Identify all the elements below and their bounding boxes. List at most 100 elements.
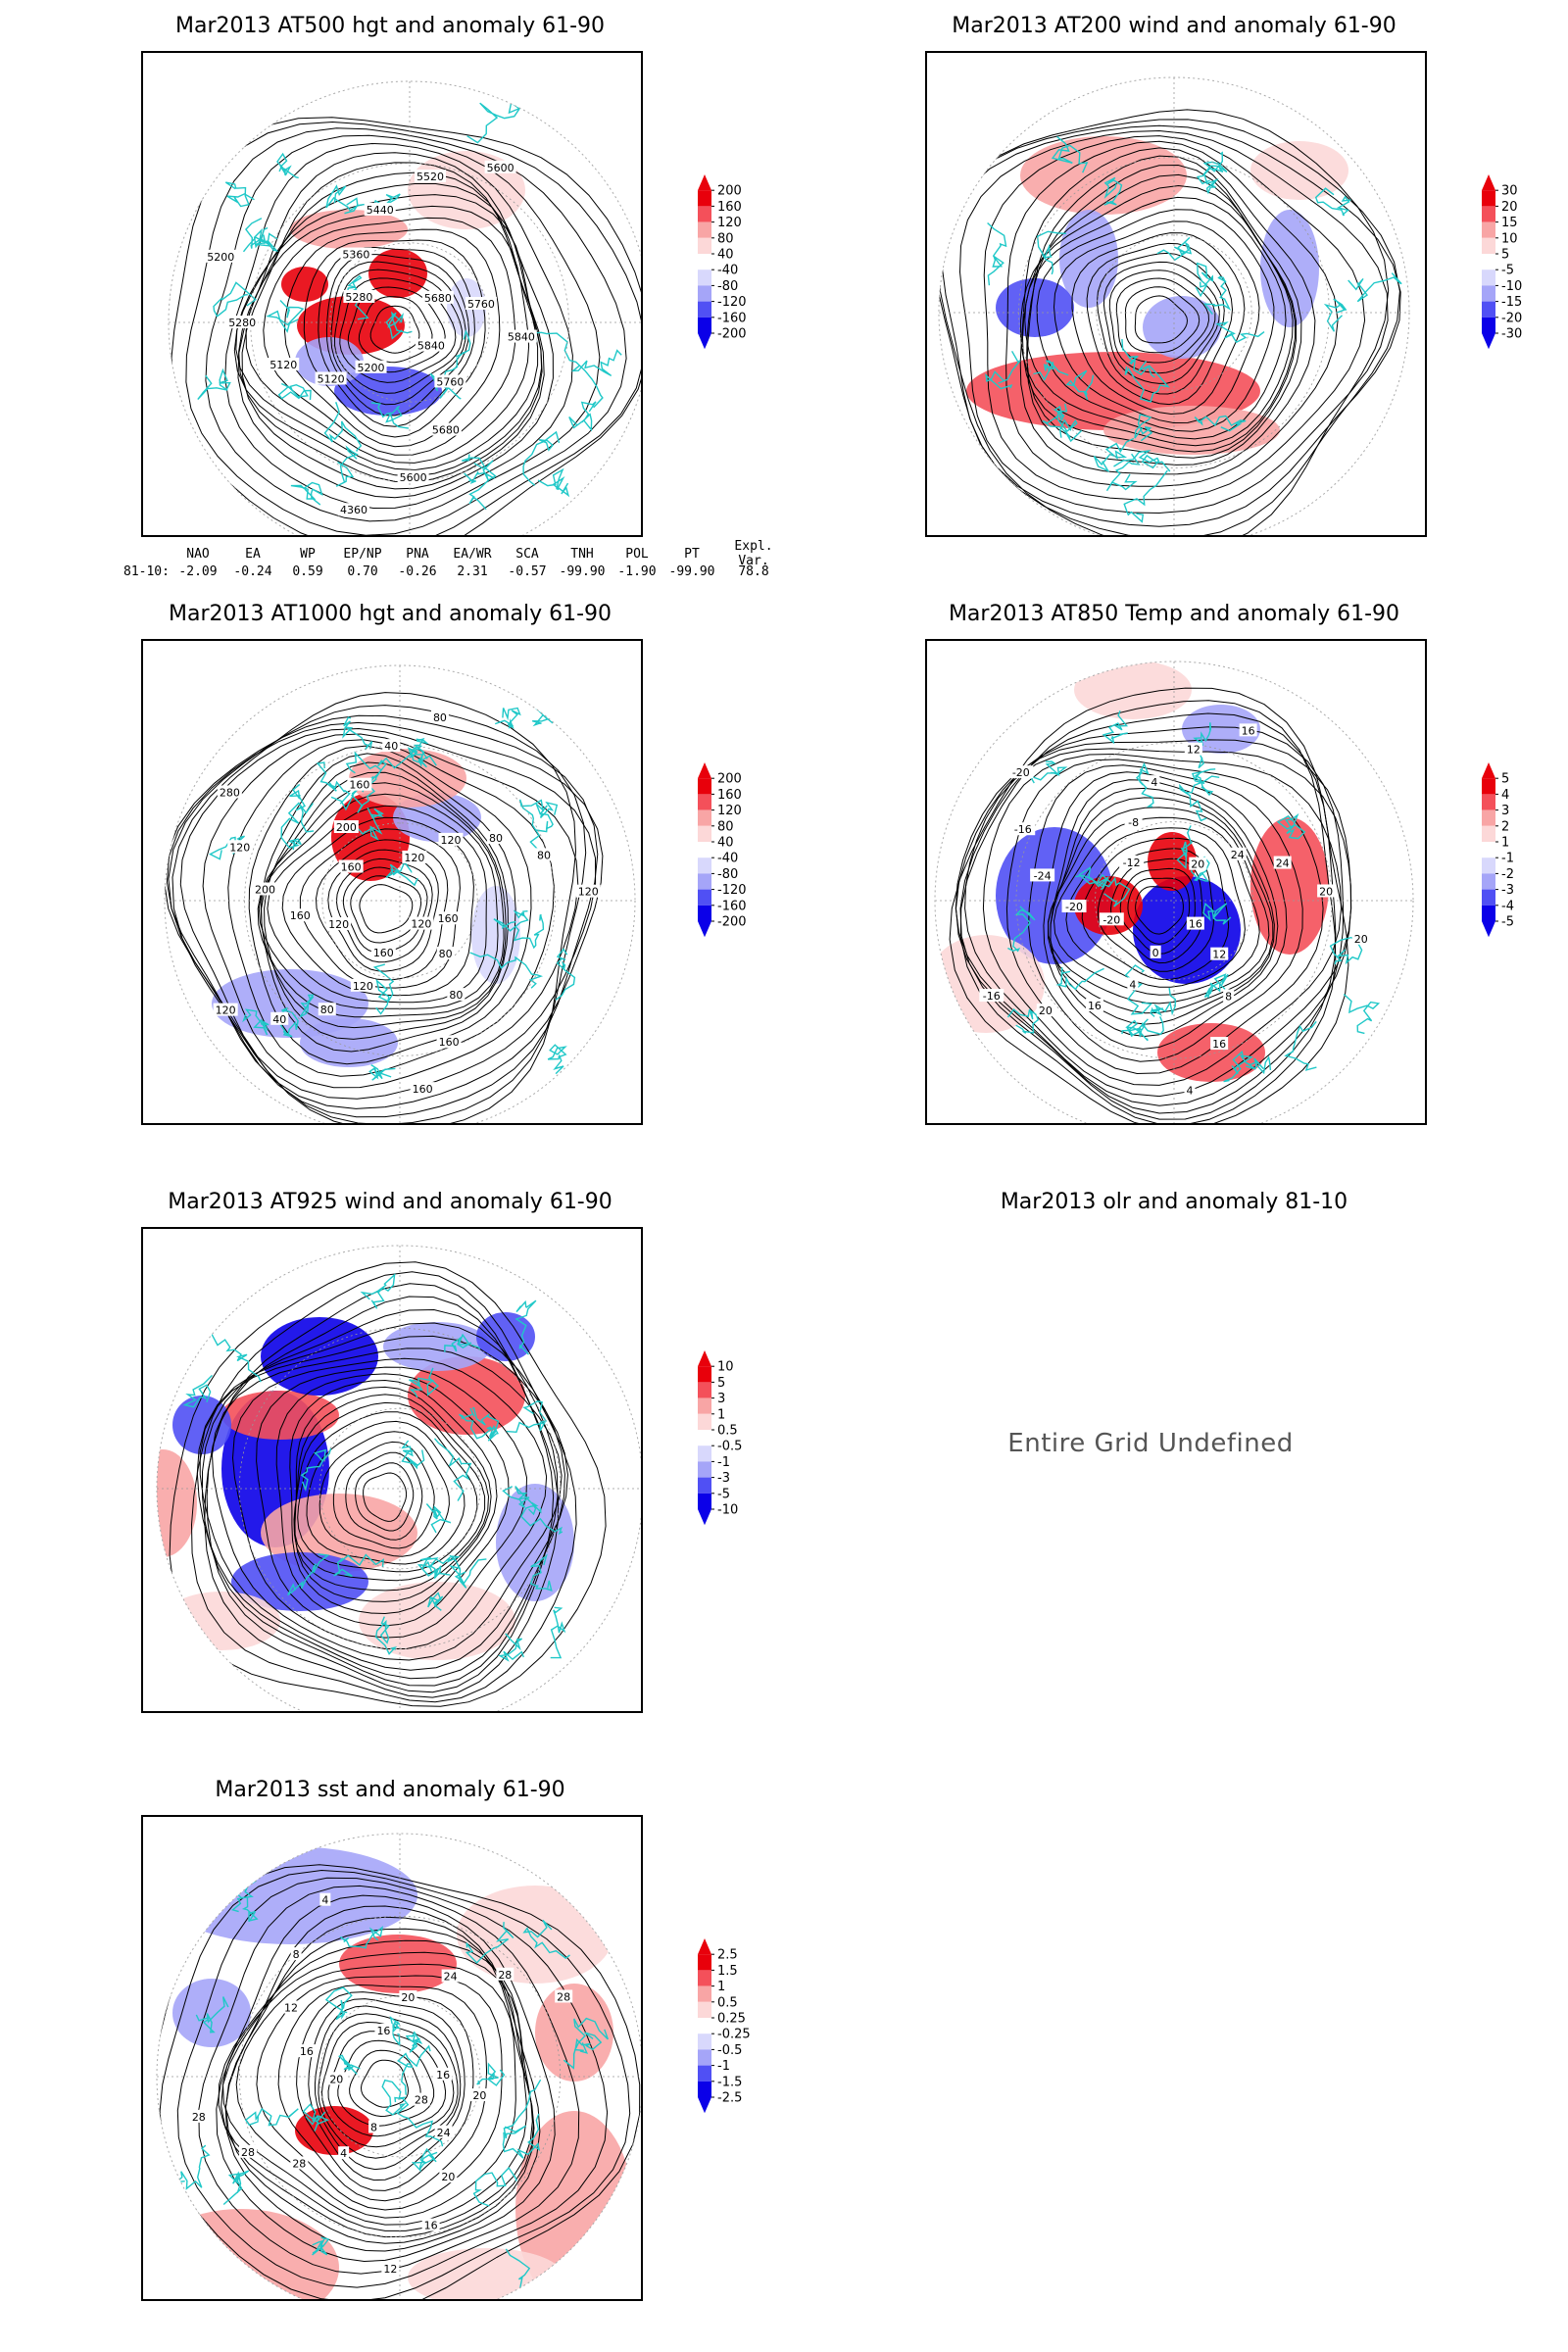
contour-label-bg [535, 848, 554, 861]
colorbar-tick-label: 1.5 [717, 1964, 738, 1979]
contour-label: 5440 [364, 202, 396, 217]
contour-label-text: 5360 [342, 249, 369, 262]
contour-line [339, 277, 457, 383]
colorbar-tick-label: -160 [717, 311, 747, 325]
coastline [519, 1501, 564, 1536]
contour-label-text: 80 [433, 711, 447, 724]
contour-label-text: 5200 [207, 251, 234, 264]
contour-line [220, 1928, 534, 2238]
contour-label: 160 [338, 859, 364, 873]
contour-line [1026, 164, 1298, 459]
contour-line [303, 239, 486, 438]
coastline [224, 181, 255, 208]
colorbar-segment [1482, 237, 1495, 254]
contour-line [218, 1939, 533, 2231]
contour-label-text: 20 [1354, 933, 1368, 946]
contour-line [277, 1984, 488, 2202]
contour-label: 80 [430, 710, 449, 724]
coastline [242, 218, 265, 253]
contour-label-text: 120 [404, 852, 424, 864]
contour-label: 4 [1184, 1083, 1196, 1097]
coastline [397, 2044, 431, 2095]
contour-label-text: 5840 [417, 340, 445, 353]
coastline [1203, 275, 1232, 316]
contour-label-bg [1186, 916, 1204, 930]
contour-label-bg [382, 739, 401, 753]
contour-label-text: -24 [1034, 869, 1052, 882]
coastline [381, 2079, 407, 2116]
colorbar-tick-label: 120 [717, 804, 742, 818]
contour-label-text: 160 [349, 779, 369, 792]
coastline [1093, 437, 1135, 473]
coastline [411, 2147, 438, 2173]
coastline [325, 184, 359, 212]
coastline [330, 781, 376, 813]
contour-line [1021, 173, 1296, 453]
coastline [255, 226, 279, 252]
colorbar-segment [1482, 206, 1495, 222]
anomaly-shading [231, 1552, 368, 1611]
coastline [368, 1064, 396, 1081]
contour-line [224, 1916, 535, 2244]
contour-label: 5680 [429, 422, 462, 437]
colorbar-tick-label: -30 [1501, 327, 1522, 342]
coastline [1223, 1050, 1254, 1083]
anomaly-shading [359, 1582, 515, 1660]
coastline [985, 350, 1021, 390]
latitude-circle [1096, 234, 1252, 391]
anomaly-shading [996, 278, 1074, 337]
contour-label: 280 [217, 785, 242, 799]
map-850temp: 16 12 8 16 4 0 4 16 20 -16 -20 -20 -24 -16 -20 -12 -8 4 12… [925, 639, 1427, 1125]
colorbar-segment [698, 2049, 711, 2066]
contour-line [299, 828, 461, 989]
index-value: 78.8 [738, 564, 769, 579]
contour-label-text: 5280 [345, 291, 372, 304]
contour-label-text: 5840 [508, 331, 535, 344]
anomaly-shading [334, 367, 442, 416]
contour-label-text: 12 [383, 2263, 397, 2276]
index-value: 2.31 [457, 564, 488, 579]
contour-line [1028, 764, 1303, 1062]
colorbar-top-arrow [698, 1938, 711, 1955]
colorbar-segment [1482, 842, 1495, 858]
contour-label-bg [337, 503, 369, 516]
colorbar-segment [1482, 270, 1495, 286]
anomaly-shading [1157, 1023, 1265, 1082]
contour-label-bg [421, 2218, 440, 2231]
colorbar-segment [1482, 794, 1495, 810]
contour-label-text: 28 [415, 2094, 428, 2107]
contour-label-bg [414, 170, 446, 183]
colorbar-tick-label: -1 [717, 1455, 730, 1470]
colorbar-segment [1482, 254, 1495, 270]
coastline [466, 101, 522, 144]
index-value: -0.26 [398, 564, 437, 579]
anomaly-shading [1059, 210, 1118, 308]
contour-label-text: 5600 [400, 471, 427, 484]
contour-label-bg [205, 249, 237, 263]
contour-label-text: 4 [340, 2147, 347, 2160]
coastline [342, 716, 373, 751]
contour-line [227, 739, 555, 1077]
contour-label-text: 120 [216, 1004, 236, 1017]
map-1000hgt: 120 80 80 160 160 160 120 80 40 120 120 160 200 120 28… [141, 639, 643, 1125]
contour-label-bg [1351, 931, 1370, 945]
contour-label: 20 [327, 2072, 346, 2085]
index-header: SCA [515, 546, 539, 562]
coastline [498, 1633, 524, 1662]
contour-label: 80 [487, 831, 506, 845]
contour-line [196, 1322, 565, 1680]
index-header: WP [300, 546, 316, 562]
contour-label-text: 4 [321, 1894, 328, 1907]
contour-line [171, 121, 641, 535]
contour-label: 120 [575, 884, 601, 899]
colorbar-bottom-arrow [1482, 333, 1495, 350]
colorbar-tick-label: -1 [1501, 852, 1514, 866]
contour-label-bg [370, 945, 396, 958]
colorbar-tick-label: 0.5 [717, 1995, 738, 2010]
contour-line [258, 793, 499, 1009]
coastline [374, 1616, 398, 1655]
contour-label-bg [435, 911, 461, 925]
index-header: NAO [186, 546, 210, 562]
contour-label: -20 [1061, 899, 1087, 913]
contour-label: 120 [227, 840, 253, 854]
